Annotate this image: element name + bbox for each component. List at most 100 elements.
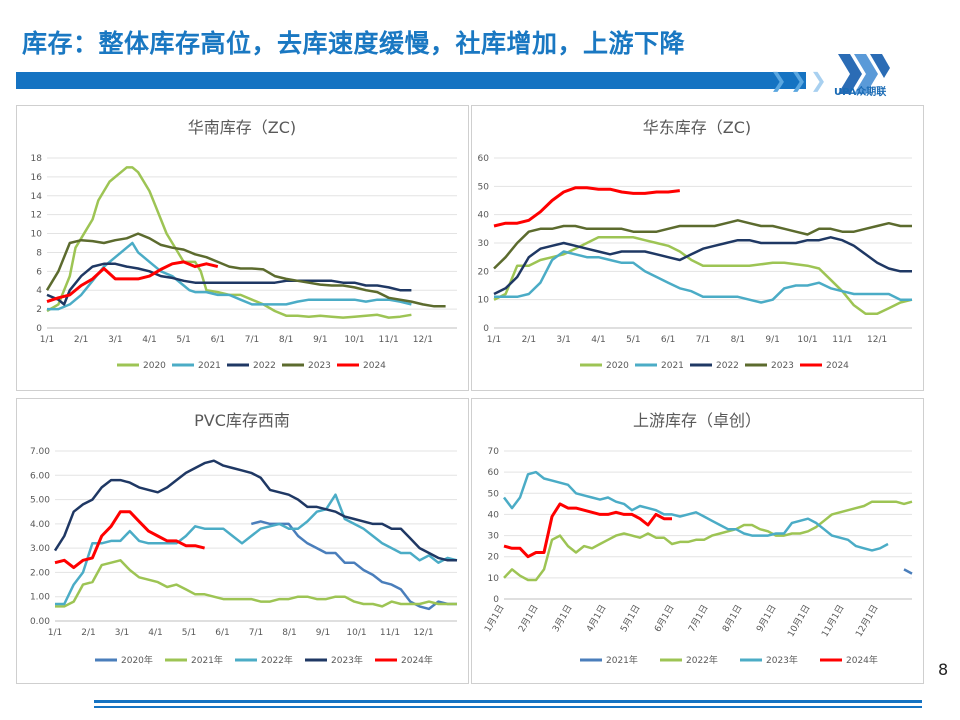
x-tick-label: 10月1日 [785, 603, 812, 639]
y-tick-label: 18 [31, 154, 43, 164]
y-tick-label: 16 [31, 173, 43, 183]
series-line [903, 568, 913, 575]
y-tick-label: 6 [36, 267, 42, 277]
x-tick-label: 11/1 [380, 628, 400, 638]
logo-text: UPA众期联 [834, 87, 887, 98]
y-tick-label: 0 [493, 595, 499, 605]
chart-pvc-xinan: PVC库存西南 0.00 1.00 2.00 3.00 4.00 5.00 6.00 7.00 1… [30, 411, 458, 666]
chart-huadong: 华东库存（ZC) 0 10 20 30 40 50 60 1/1 2/1 3/1 4/1 5/1 6/1 7… [478, 118, 913, 371]
chart-title: PVC库存西南 [194, 411, 290, 430]
x-tick-label: 9/1 [765, 335, 779, 345]
x-tick-label: 4/1 [142, 335, 156, 345]
y-tick-label: 7.00 [30, 447, 50, 457]
x-tick-label: 6/1 [211, 335, 225, 345]
y-tick-label: 5.00 [30, 496, 50, 506]
x-tick-label: 3/1 [115, 628, 129, 638]
series-line [46, 262, 412, 306]
series-line [503, 502, 672, 559]
x-tick-label: 7/1 [245, 335, 259, 345]
x-tick-label: 2/1 [522, 335, 536, 345]
series-line [503, 500, 913, 582]
x-tick-label: 8/1 [731, 335, 745, 345]
series-line [503, 470, 889, 552]
x-tick-label: 9/1 [316, 628, 330, 638]
legend-label: 2022年 [686, 654, 718, 666]
x-tick-label: 10/1 [797, 335, 817, 345]
chevron-right-icon: ❯ [770, 68, 787, 92]
y-tick-label: 4.00 [30, 520, 50, 530]
company-logo [838, 54, 890, 94]
chart-panel-pvc-xinan: PVC库存西南 0.00 1.00 2.00 3.00 4.00 5.00 6.00 7.00 1… [16, 398, 469, 684]
legend-label: 2024 [363, 361, 386, 371]
x-tick-label: 10/1 [346, 628, 366, 638]
x-tick-label: 3月1日 [550, 603, 574, 634]
x-tick-label: 5/1 [626, 335, 640, 345]
legend-label: 2024年 [401, 654, 433, 666]
legend-label: 2022 [253, 361, 276, 371]
y-tick-label: 20 [488, 553, 500, 563]
y-tick-label: 2.00 [30, 568, 50, 578]
chart-panel-huadong: 华东库存（ZC) 0 10 20 30 40 50 60 1/1 2/1 3/1 4/1 5/1 6/1 7… [471, 105, 924, 391]
y-tick-label: 0 [36, 324, 42, 334]
x-tick-label: 8月1日 [720, 603, 744, 634]
y-tick-label: 4 [36, 286, 42, 296]
footer-line [94, 700, 922, 703]
legend-label: 2024 [826, 361, 849, 371]
y-tick-label: 0.00 [30, 617, 50, 627]
x-tick-label: 5月1日 [618, 603, 642, 634]
x-tick-label: 3/1 [108, 335, 122, 345]
chart-panel-huanan: 华南库存（ZC) 0 2 4 6 8 10 12 14 16 18 1/1 2/1 3/1 4/1 5/1 6/… [16, 105, 469, 391]
x-tick-label: 12/1 [413, 628, 433, 638]
x-tick-label: 12月1日 [853, 603, 880, 639]
page-title: 库存：整体库存高位，去库速度缓慢，社库增加，上游下降 [22, 29, 686, 58]
x-tick-label: 2月1日 [516, 603, 540, 634]
series-line [55, 559, 457, 608]
y-tick-label: 50 [478, 182, 490, 192]
x-tick-label: 12/1 [867, 335, 887, 345]
chart-title: 上游库存（卓创） [633, 411, 761, 430]
y-tick-label: 50 [488, 489, 500, 499]
series-line [494, 250, 912, 304]
series-line [53, 459, 457, 562]
y-tick-label: 14 [31, 192, 43, 202]
legend-label: 2021年 [606, 654, 638, 666]
chevron-right-icon: ❯ [810, 68, 827, 92]
legend-label: 2021 [661, 361, 684, 371]
chevron-right-icon: ❯ [790, 68, 807, 92]
legend-label: 2022 [716, 361, 739, 371]
x-tick-label: 2/1 [74, 335, 88, 345]
series-line [45, 232, 446, 308]
y-tick-label: 60 [488, 468, 500, 478]
x-tick-label: 1/1 [40, 335, 54, 345]
legend-label: 2023 [308, 361, 331, 371]
y-tick-label: 60 [478, 154, 490, 164]
x-tick-label: 11/1 [379, 335, 399, 345]
legend-label: 2022年 [261, 654, 293, 666]
x-tick-label: 10/1 [344, 335, 364, 345]
x-tick-label: 9/1 [313, 335, 327, 345]
series-line [493, 219, 912, 270]
y-tick-label: 0 [483, 324, 489, 334]
page-number: 8 [938, 660, 949, 679]
x-tick-label: 4/1 [591, 335, 605, 345]
chart-huanan: 华南库存（ZC) 0 2 4 6 8 10 12 14 16 18 1/1 2/1 3/1 4/1 5/1 6/… [31, 118, 457, 371]
chart-shangyou: 上游库存（卓创） 0 10 20 30 40 50 60 70 1月1日 2月1日 3月1日 4月1日 5… [482, 411, 913, 666]
x-tick-label: 12/1 [413, 335, 433, 345]
x-tick-label: 3/1 [556, 335, 570, 345]
x-tick-label: 6月1日 [652, 603, 676, 634]
header-bar [16, 72, 806, 89]
series-line [493, 186, 680, 228]
chart-title: 华东库存（ZC) [643, 118, 751, 137]
x-tick-label: 4/1 [148, 628, 162, 638]
x-tick-label: 8/1 [279, 335, 293, 345]
y-tick-label: 70 [488, 447, 500, 457]
x-tick-label: 7/1 [696, 335, 710, 345]
y-tick-label: 20 [478, 267, 490, 277]
series-line [54, 510, 205, 570]
legend-label: 2020 [606, 361, 629, 371]
series-line [47, 241, 412, 311]
series-line [46, 166, 412, 319]
legend-label: 2021 [198, 361, 221, 371]
y-tick-label: 40 [488, 510, 500, 520]
x-tick-label: 9月1日 [754, 603, 778, 634]
